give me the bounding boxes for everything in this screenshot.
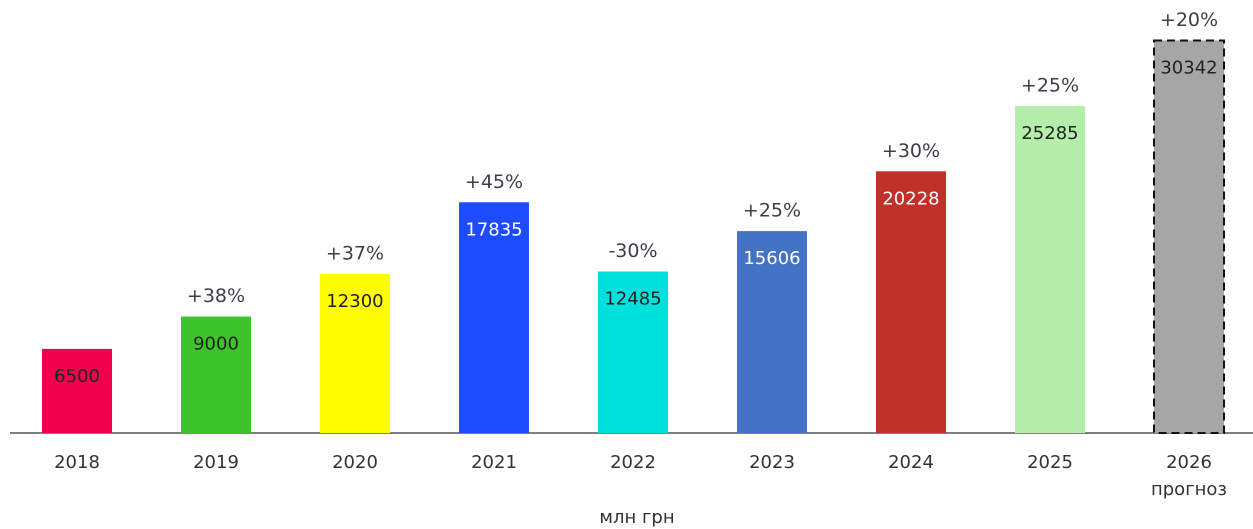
value-label: 20228 xyxy=(882,188,939,209)
x-tick-label: 2020 xyxy=(332,452,378,473)
bar xyxy=(320,273,390,433)
x-tick-label: 2022 xyxy=(610,452,656,473)
growth-label: +30% xyxy=(882,140,940,162)
x-tick-label: 2021 xyxy=(471,452,517,473)
value-label: 9000 xyxy=(193,334,239,355)
growth-label: +38% xyxy=(187,285,245,307)
value-label: 30342 xyxy=(1160,57,1217,78)
x-axis-label: млн грн xyxy=(599,507,674,528)
growth-label: +45% xyxy=(465,171,523,193)
value-label: 25285 xyxy=(1021,123,1078,144)
growth-label: +25% xyxy=(743,200,801,222)
bar xyxy=(737,231,807,433)
x-tick-label: 2019 xyxy=(193,452,239,473)
x-tick-label: 2018 xyxy=(54,452,100,473)
growth-label: -30% xyxy=(608,240,657,262)
value-label: 6500 xyxy=(54,366,100,387)
bar xyxy=(181,316,251,433)
growth-label: +20% xyxy=(1160,9,1218,31)
bar xyxy=(598,271,668,433)
bar xyxy=(1015,105,1085,434)
x-tick-label: 2026 xyxy=(1166,452,1212,473)
growth-label: +37% xyxy=(326,242,384,264)
growth-label: +25% xyxy=(1021,74,1079,96)
bar xyxy=(42,348,112,433)
value-label: 15606 xyxy=(743,248,800,269)
x-tick-label: 2025 xyxy=(1027,452,1073,473)
value-label: 17835 xyxy=(465,219,522,240)
x-tick-label: 2023 xyxy=(749,452,795,473)
bar xyxy=(876,171,946,434)
value-label: 12300 xyxy=(326,291,383,312)
bar xyxy=(459,202,529,433)
x-tick-label: 2024 xyxy=(888,452,934,473)
value-label: 12485 xyxy=(604,288,661,309)
bar xyxy=(1153,39,1225,434)
forecast-label: прогноз xyxy=(1151,479,1227,500)
